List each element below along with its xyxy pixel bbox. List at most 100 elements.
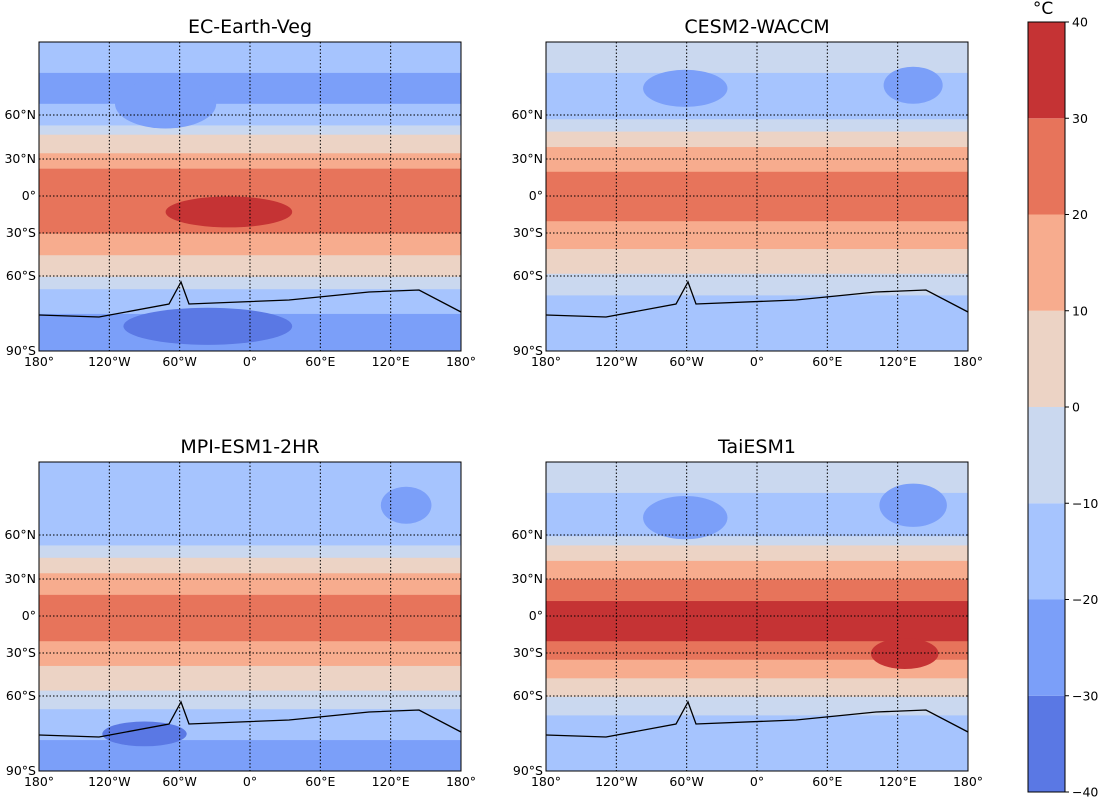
coastline <box>545 280 969 318</box>
coastline <box>38 700 462 738</box>
temperature-anomaly <box>123 307 293 345</box>
colorbar-tick-label: 0 <box>1072 400 1080 415</box>
temperature-band <box>39 42 461 74</box>
colorbar-level <box>1028 310 1065 407</box>
colorbar-tick-label: 40 <box>1072 15 1088 30</box>
lat-label: 0° <box>22 608 36 623</box>
panel-title: MPI-ESM1-2HR <box>180 436 319 458</box>
temperature-anomaly <box>879 483 947 527</box>
colorbar-level <box>1028 214 1065 311</box>
coastline <box>545 700 969 738</box>
lon-label: 60°W <box>162 354 197 369</box>
lon-label: 0° <box>750 774 764 789</box>
temperature-band <box>546 641 968 661</box>
temperature-anomaly <box>165 196 293 228</box>
lat-label: 90°S <box>513 763 543 778</box>
temperature-band <box>546 579 968 602</box>
lon-label: 60°W <box>669 774 704 789</box>
temperature-band <box>546 678 968 698</box>
lon-label: 60°E <box>812 354 842 369</box>
lat-label: 30°N <box>511 151 543 166</box>
colorbar-level <box>1028 599 1065 696</box>
lon-label: 180° <box>24 354 54 369</box>
colorbar-tick-label: −40 <box>1072 785 1098 799</box>
lon-label: 180° <box>953 354 983 369</box>
lat-label: 60°N <box>511 527 543 542</box>
temperature-band <box>546 42 968 74</box>
lon-label: 180° <box>446 354 476 369</box>
lat-label: 60°S <box>6 688 36 703</box>
colorbar-tick-label: −30 <box>1072 688 1098 703</box>
colorbar-tick-label: −20 <box>1072 592 1098 607</box>
lon-label: 0° <box>243 774 257 789</box>
lon-label: 0° <box>750 354 764 369</box>
lat-label: 60°N <box>511 107 543 122</box>
temperature-band <box>39 233 461 256</box>
colorbar-level <box>1028 118 1065 215</box>
colorbar-level <box>1028 503 1065 600</box>
colorbar-tick-label: 30 <box>1072 111 1088 126</box>
map-frame <box>545 461 969 772</box>
lon-label: 120°W <box>88 354 130 369</box>
panel-title: CESM2-WACCM <box>684 16 829 38</box>
temperature-band <box>39 545 461 559</box>
lat-label: 30°S <box>513 645 543 660</box>
lat-label: 0° <box>529 608 543 623</box>
temperature-band <box>39 557 461 574</box>
coastline <box>38 280 462 318</box>
temperature-anomaly <box>102 721 187 747</box>
lon-label: 180° <box>24 774 54 789</box>
lon-label: 120°E <box>879 774 917 789</box>
lon-label: 180° <box>531 774 561 789</box>
lon-label: 180° <box>446 774 476 789</box>
lon-label: 120°E <box>372 354 410 369</box>
lat-label: 60°N <box>4 527 36 542</box>
colorbar-tick-label: 10 <box>1072 303 1088 318</box>
lon-label: 120°W <box>88 774 130 789</box>
colorbar-level <box>1028 695 1065 792</box>
lon-label: 120°E <box>879 354 917 369</box>
temperature-band <box>546 601 968 642</box>
map-panel <box>38 461 462 772</box>
map-panel <box>545 461 969 772</box>
temperature-anomaly <box>870 638 939 670</box>
lon-label: 180° <box>531 354 561 369</box>
lon-label: 60°W <box>162 774 197 789</box>
temperature-anomaly <box>883 66 943 104</box>
lat-label: 30°S <box>6 645 36 660</box>
lat-label: 0° <box>22 188 36 203</box>
lon-label: 60°E <box>305 354 335 369</box>
temperature-band <box>546 536 968 546</box>
colorbar-level <box>1028 22 1065 119</box>
map-frame <box>545 41 969 352</box>
temperature-band <box>546 119 968 133</box>
temperature-anomaly <box>643 495 728 540</box>
colorbar-unit: °C <box>1033 0 1053 19</box>
lon-label: 120°W <box>595 354 637 369</box>
lon-label: 120°E <box>372 774 410 789</box>
lat-label: 30°S <box>513 225 543 240</box>
lat-label: 90°S <box>6 343 36 358</box>
lat-label: 90°S <box>513 343 543 358</box>
panel-title: EC-Earth-Veg <box>188 16 312 38</box>
panel-title: TaiESM1 <box>717 436 796 458</box>
lon-label: 180° <box>953 774 983 789</box>
lon-label: 120°W <box>595 774 637 789</box>
temperature-band <box>39 740 461 772</box>
lat-label: 60°S <box>513 268 543 283</box>
lat-label: 60°N <box>4 107 36 122</box>
lon-label: 60°E <box>812 774 842 789</box>
temperature-band <box>546 560 968 580</box>
map-frame <box>38 41 462 352</box>
colorbar-level <box>1028 407 1065 504</box>
lat-label: 30°N <box>4 571 36 586</box>
lat-label: 60°S <box>6 268 36 283</box>
colorbar-tick-label: 20 <box>1072 207 1088 222</box>
temperature-band <box>39 276 461 290</box>
lat-label: 60°S <box>513 688 543 703</box>
map-panel <box>38 41 462 352</box>
temperature-anomaly <box>114 79 217 129</box>
lat-label: 0° <box>529 188 543 203</box>
lon-label: 60°E <box>305 774 335 789</box>
